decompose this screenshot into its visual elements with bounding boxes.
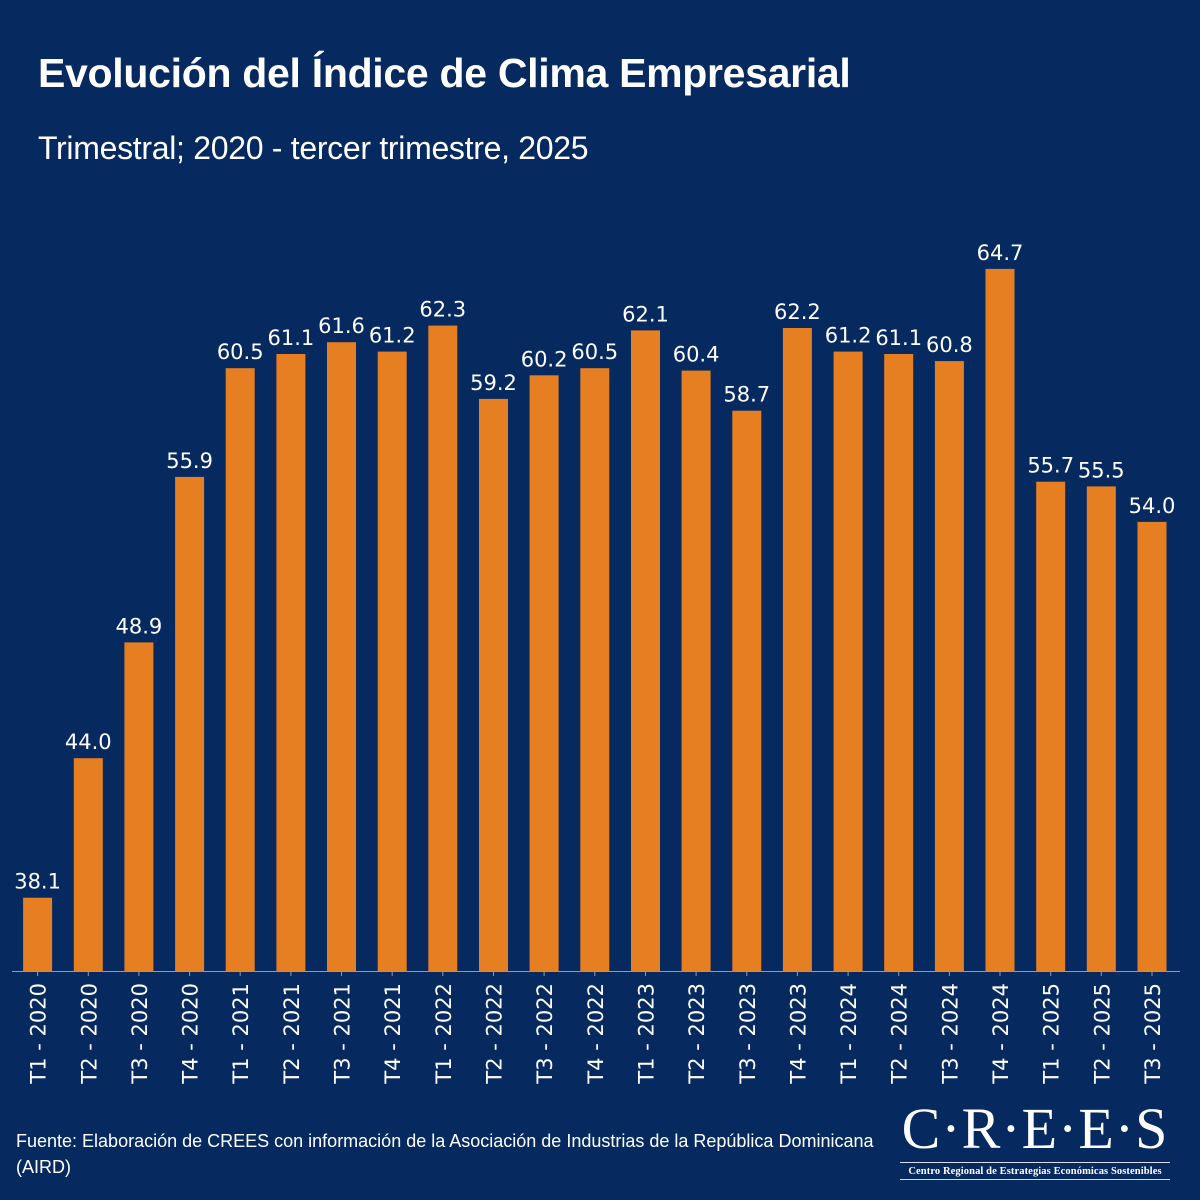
- bar-t2-2023: [681, 370, 711, 972]
- crees-logo: C·R·E·E·S Centro Regional de Estrategias…: [900, 1098, 1170, 1183]
- bar-t1-2025: [1036, 481, 1066, 971]
- x-tick-label: T1 - 2023: [635, 983, 659, 1085]
- bar-t1-2020: [23, 897, 53, 971]
- x-tick-label: T4 - 2022: [584, 983, 608, 1085]
- bar-t3-2021: [327, 342, 356, 971]
- x-tick-label: T2 - 2023: [685, 983, 709, 1085]
- chart-title: Evolución del Índice de Clima Empresaria…: [38, 50, 851, 96]
- data-label: 61.1: [268, 326, 315, 350]
- bar-t4-2024: [985, 268, 1015, 971]
- data-label: 60.5: [571, 340, 618, 364]
- x-tick-label: T2 - 2024: [888, 983, 912, 1085]
- logo-wordmark: C·R·E·E·S: [901, 1096, 1169, 1161]
- x-tick-label: T4 - 2020: [179, 983, 203, 1085]
- x-tick-label: T3 - 2024: [938, 983, 962, 1085]
- bar-t1-2021: [225, 368, 255, 971]
- value-labels-layer: 38.144.048.955.960.561.1 61.6 61.262.359.2…: [14, 241, 1175, 894]
- bar-t4-2023: [782, 328, 812, 971]
- bar-chart: 38.144.048.955.960.561.1 61.6 61.262.359.2…: [12, 241, 1180, 1085]
- x-ticks-layer: [37, 971, 1153, 976]
- data-label: 61.2: [369, 324, 416, 348]
- data-label: 44.0: [65, 730, 112, 754]
- chart-subtitle: Trimestral; 2020 - tercer trimestre, 202…: [38, 130, 589, 166]
- x-tick-label: T3 - 2020: [128, 983, 152, 1085]
- x-tick-label: T4 - 2023: [786, 983, 810, 1085]
- x-tick-label: T1 - 2020: [27, 983, 51, 1085]
- x-tick-label: T3 - 2021: [331, 983, 355, 1085]
- data-label: 61.6: [318, 314, 365, 338]
- bars-layer: [23, 268, 1167, 972]
- data-label: 61.2: [825, 324, 872, 348]
- bar-t3-2020: [124, 642, 154, 971]
- bar-t4-2020: [175, 476, 205, 971]
- logo-rule-top: [900, 1162, 1170, 1163]
- x-tick-label: T3 - 2022: [533, 983, 557, 1085]
- logo-subtitle: Centro Regional de Estrategias Económica…: [908, 1166, 1162, 1177]
- data-label: 60.2: [521, 347, 568, 371]
- data-label: 38.1: [14, 870, 61, 894]
- x-tick-label: T2 - 2021: [280, 983, 304, 1085]
- bar-t2-2020: [73, 758, 103, 971]
- x-tick-label: T4 - 2021: [381, 983, 405, 1085]
- source-note: Fuente: Elaboración de CREES con informa…: [16, 1131, 874, 1177]
- bar-t3-2024: [934, 361, 964, 972]
- data-label: 55.9: [166, 449, 213, 473]
- data-label: 55.7: [1027, 454, 1074, 478]
- x-tick-label: T2 - 2022: [483, 983, 507, 1085]
- data-label: 48.9: [116, 614, 163, 638]
- x-tick-label: T3 - 2025: [1141, 983, 1165, 1085]
- x-tick-label: T3 - 2023: [736, 983, 760, 1085]
- data-label: 62.3: [419, 298, 466, 322]
- bar-t2-2021: [276, 354, 306, 971]
- x-tick-label: T1 - 2022: [432, 983, 456, 1085]
- x-tick-label: T1 - 2025: [1040, 983, 1064, 1085]
- bar-t1-2024: [833, 351, 863, 972]
- bar-t3-2023: [732, 410, 762, 971]
- x-tick-labels-layer: T1 - 2020 T2 - 2020 T3 - 2020 T4 - 2020 T1 -…: [27, 983, 1165, 1085]
- x-tick-label: T4 - 2024: [989, 983, 1013, 1085]
- bar-t2-2024: [884, 354, 914, 971]
- data-label: 60.4: [673, 343, 720, 367]
- bar-t2-2025: [1086, 486, 1116, 971]
- bar-t1-2023: [631, 330, 660, 971]
- data-label: 60.5: [217, 340, 264, 364]
- x-tick-label: T2 - 2020: [77, 983, 101, 1085]
- bar-t3-2025: [1137, 521, 1167, 971]
- bar-t1-2022: [428, 325, 458, 972]
- bar-t4-2021: [377, 351, 407, 972]
- data-label: 58.7: [723, 383, 770, 407]
- x-tick-label: T2 - 2025: [1090, 983, 1114, 1085]
- data-label: 62.1: [622, 302, 669, 326]
- bar-t2-2022: [479, 398, 508, 971]
- bar-t4-2022: [580, 368, 610, 971]
- data-label: 54.0: [1129, 494, 1176, 518]
- data-label: 64.7: [977, 241, 1024, 265]
- x-tick-label: T1 - 2024: [837, 983, 861, 1085]
- data-label: 55.5: [1078, 458, 1125, 482]
- logo-rule-bottom: [900, 1179, 1170, 1180]
- x-tick-label: T1 - 2021: [229, 983, 253, 1085]
- bar-t3-2022: [529, 375, 559, 971]
- data-label: 62.2: [774, 300, 821, 324]
- data-label: 60.8: [926, 333, 973, 357]
- data-label: 59.2: [470, 371, 517, 395]
- data-label: 61.1: [875, 326, 922, 350]
